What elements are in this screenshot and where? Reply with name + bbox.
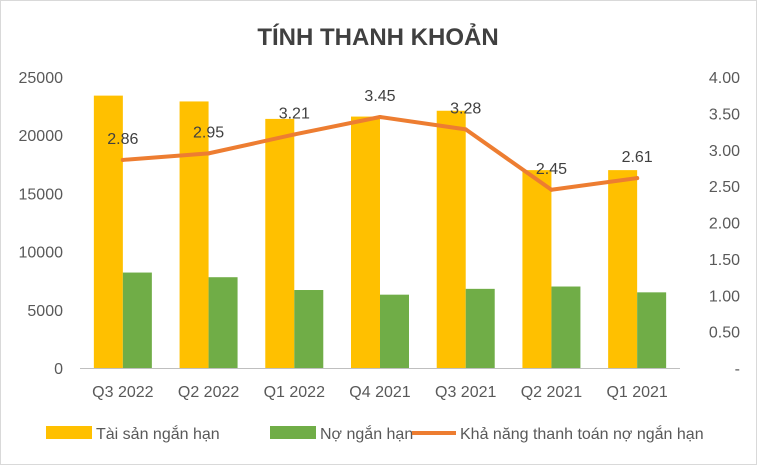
left-tick-label: 20000 bbox=[19, 128, 64, 145]
legend-short-term-liabilities: Nợ ngắn hạn bbox=[270, 424, 413, 443]
ratio-data-label: 2.61 bbox=[622, 149, 653, 166]
legend-ratio: Khả năng thanh toán nợ ngắn hạn bbox=[412, 424, 704, 443]
x-category-label: Q1 2021 bbox=[606, 384, 667, 401]
bar-short-term-liabilities bbox=[208, 277, 238, 368]
left-axis-ticks: 0 5000 10000 15000 20000 25000 bbox=[19, 70, 64, 378]
ratio-data-label: 3.45 bbox=[364, 88, 395, 105]
legend-label: Nợ ngắn hạn bbox=[320, 424, 413, 443]
ratio-point bbox=[549, 187, 554, 192]
ratio-line: 2.86 2.95 3.21 3.45 3.28 2.45 2.61 bbox=[107, 88, 653, 192]
right-tick-label: 4.00 bbox=[709, 70, 740, 87]
legend-swatch bbox=[270, 426, 316, 439]
bars bbox=[93, 95, 667, 369]
ratio-data-label: 3.21 bbox=[279, 105, 310, 122]
x-category-label: Q3 2021 bbox=[435, 384, 496, 401]
legend-swatch bbox=[46, 426, 92, 439]
right-axis-ticks: - 0.50 1.00 1.50 2.00 2.50 3.00 3.50 4.00 bbox=[709, 70, 740, 378]
x-category-label: Q1 2022 bbox=[264, 384, 325, 401]
legend: Tài sản ngắn hạn Nợ ngắn hạn Khả năng than… bbox=[46, 424, 704, 443]
left-tick-label: 15000 bbox=[19, 186, 64, 203]
right-tick-label: 1.00 bbox=[709, 288, 740, 305]
bar-short-term-liabilities bbox=[637, 292, 667, 368]
right-tick-label: 2.00 bbox=[709, 216, 740, 233]
legend-label: Tài sản ngắn hạn bbox=[96, 424, 220, 443]
right-tick-label: 2.50 bbox=[709, 179, 740, 196]
left-tick-label: 5000 bbox=[27, 303, 63, 320]
legend-short-term-assets: Tài sản ngắn hạn bbox=[46, 424, 220, 443]
bar-short-term-assets bbox=[522, 170, 552, 368]
ratio-point bbox=[206, 151, 211, 156]
left-tick-label: 0 bbox=[54, 361, 63, 378]
ratio-data-label: 3.28 bbox=[450, 100, 481, 117]
bar-short-term-assets bbox=[265, 118, 295, 369]
left-tick-label: 25000 bbox=[19, 70, 64, 87]
left-tick-label: 10000 bbox=[19, 245, 64, 262]
right-tick-label: 1.50 bbox=[709, 252, 740, 269]
ratio-data-label: 2.95 bbox=[193, 124, 224, 141]
x-category-label: Q2 2021 bbox=[521, 384, 582, 401]
x-axis-categories: Q3 2022 Q2 2022 Q1 2022 Q4 2021 Q3 2021 Q2 20… bbox=[92, 384, 668, 401]
right-tick-label: 3.00 bbox=[709, 143, 740, 160]
bar-short-term-liabilities bbox=[551, 286, 581, 368]
x-category-label: Q2 2022 bbox=[178, 384, 239, 401]
right-tick-label: - bbox=[735, 361, 740, 378]
bar-short-term-liabilities bbox=[294, 290, 324, 368]
ratio-point bbox=[292, 132, 297, 137]
bar-short-term-liabilities bbox=[465, 288, 495, 368]
ratio-point bbox=[120, 157, 125, 162]
right-tick-label: 0.50 bbox=[709, 325, 740, 342]
x-category-label: Q3 2022 bbox=[92, 384, 153, 401]
bar-short-term-assets bbox=[608, 170, 638, 368]
bar-short-term-liabilities bbox=[122, 272, 152, 368]
ratio-data-label: 2.45 bbox=[536, 161, 567, 178]
ratio-point bbox=[635, 176, 640, 181]
legend-label: Khả năng thanh toán nợ ngắn hạn bbox=[460, 424, 704, 443]
chart-title: TÍNH THANH KHOẢN bbox=[257, 22, 498, 51]
ratio-point bbox=[463, 127, 468, 132]
bar-short-term-assets bbox=[93, 95, 123, 369]
right-tick-label: 3.50 bbox=[709, 106, 740, 123]
bar-short-term-assets bbox=[436, 110, 466, 369]
bar-short-term-liabilities bbox=[380, 294, 409, 368]
ratio-data-label: 2.86 bbox=[107, 131, 138, 148]
ratio-point bbox=[378, 115, 382, 120]
bar-short-term-assets bbox=[179, 101, 209, 368]
bar-short-term-assets bbox=[351, 116, 380, 369]
x-category-label: Q4 2021 bbox=[349, 384, 410, 401]
